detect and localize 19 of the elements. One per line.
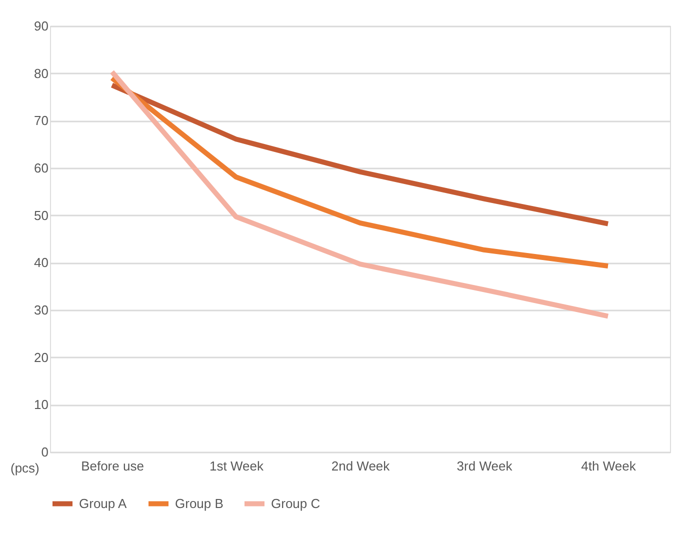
y-tick-label: 60	[34, 160, 48, 176]
y-tick-label: 70	[34, 113, 48, 128]
y-axis-title: (pcs)	[10, 460, 40, 476]
x-tick-label: Before use	[81, 458, 144, 474]
y-tick-label: 0	[41, 444, 48, 460]
y-tick-label: 80	[34, 66, 48, 81]
y-tick-label: 10	[34, 397, 48, 412]
x-tick-label: 4th Week	[581, 458, 636, 474]
y-tick-label: 40	[34, 255, 48, 270]
y-tick-label: 20	[34, 350, 48, 365]
legend-label: Group C	[271, 496, 320, 511]
legend-label: Group B	[175, 496, 224, 511]
x-tick-label: 2nd Week	[331, 458, 390, 474]
legend-label: Group A	[79, 496, 128, 511]
y-tick-label: 50	[34, 208, 48, 223]
x-tick-label: 1st Week	[210, 458, 264, 474]
x-tick-label: 3rd Week	[456, 458, 513, 474]
y-tick-label: 30	[34, 302, 48, 318]
y-tick-label: 90	[34, 18, 48, 34]
